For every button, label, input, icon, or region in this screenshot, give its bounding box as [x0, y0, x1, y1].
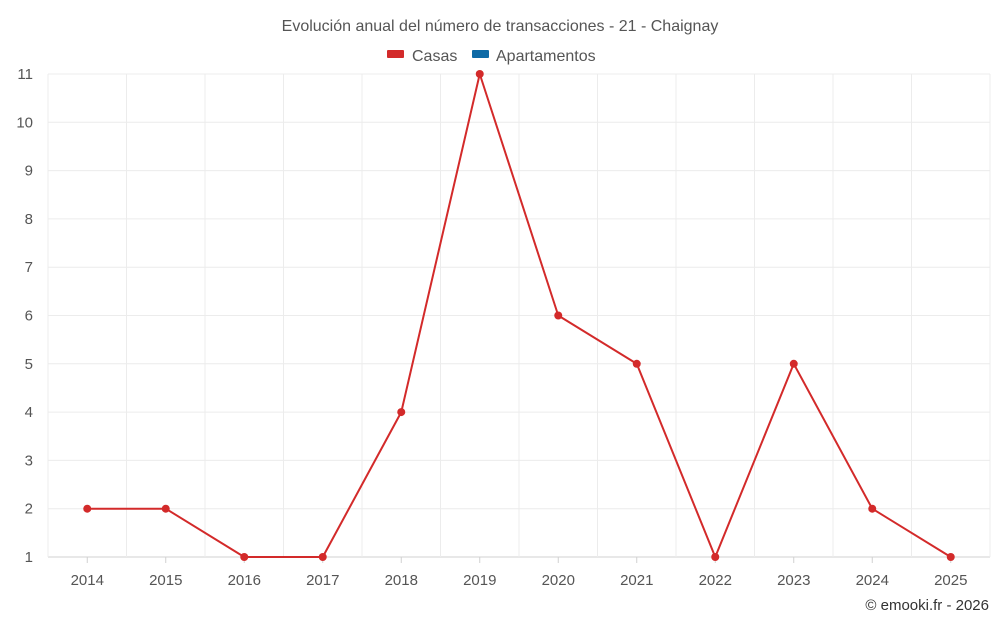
data-point[interactable] [789, 359, 798, 368]
legend-label-casas: Casas [412, 48, 457, 65]
data-point[interactable] [161, 504, 170, 513]
series-line-casas [87, 73, 952, 558]
data-point[interactable] [240, 553, 249, 561]
y-tick-label: 6 [25, 308, 33, 325]
grid [47, 73, 991, 558]
data-point[interactable] [632, 359, 641, 368]
data-point[interactable] [946, 553, 955, 561]
legend-swatch-casas [387, 50, 404, 58]
data-point[interactable] [868, 504, 877, 513]
x-axis: 2014 2015 2016 2017 2018 2019 2020 2021 2022 2023… [71, 557, 967, 589]
x-tick-label: 2020 [542, 572, 575, 589]
x-tick-label: 2025 [934, 572, 967, 589]
x-tick-label: 2016 [228, 572, 261, 589]
legend-label-apartamentos: Apartamentos [496, 48, 596, 65]
legend-item-casas[interactable]: Casas [387, 48, 457, 65]
y-tick-label: 8 [25, 211, 33, 228]
y-tick-label: 1 [25, 549, 33, 566]
x-tick-label: 2022 [699, 572, 732, 589]
y-tick-label: 4 [25, 404, 33, 421]
data-point[interactable] [318, 553, 327, 561]
x-tick-label: 2015 [149, 572, 182, 589]
y-tick-label: 10 [16, 114, 33, 131]
y-tick-label: 9 [25, 163, 33, 180]
y-tick-label: 2 [25, 501, 33, 518]
credit-text: © emooki.fr - 2026 [865, 597, 989, 614]
y-tick-label: 11 [17, 66, 33, 83]
y-tick-label: 7 [25, 259, 33, 276]
x-tick-label: 2019 [463, 572, 496, 589]
y-tick-label: 3 [25, 452, 33, 469]
legend-item-apartamentos[interactable]: Apartamentos [472, 48, 596, 65]
series-casas [83, 70, 955, 561]
data-point[interactable] [711, 553, 720, 561]
legend-swatch-apartamentos [472, 50, 489, 58]
data-point[interactable] [554, 311, 563, 320]
x-tick-label: 2023 [777, 572, 810, 589]
x-tick-label: 2024 [856, 572, 889, 589]
data-point[interactable] [397, 408, 406, 417]
x-tick-label: 2018 [385, 572, 418, 589]
legend: Casas Apartamentos [387, 48, 596, 65]
chart-title: Evolución anual del número de transaccio… [282, 18, 719, 35]
x-tick-label: 2017 [306, 572, 339, 589]
x-tick-label: 2014 [71, 572, 104, 589]
x-tick-label: 2021 [620, 572, 653, 589]
data-point[interactable] [83, 504, 92, 513]
y-tick-label: 5 [25, 356, 33, 373]
data-point[interactable] [475, 70, 484, 78]
y-axis: 1 2 3 4 5 6 7 8 9 10 11 [16, 66, 33, 566]
